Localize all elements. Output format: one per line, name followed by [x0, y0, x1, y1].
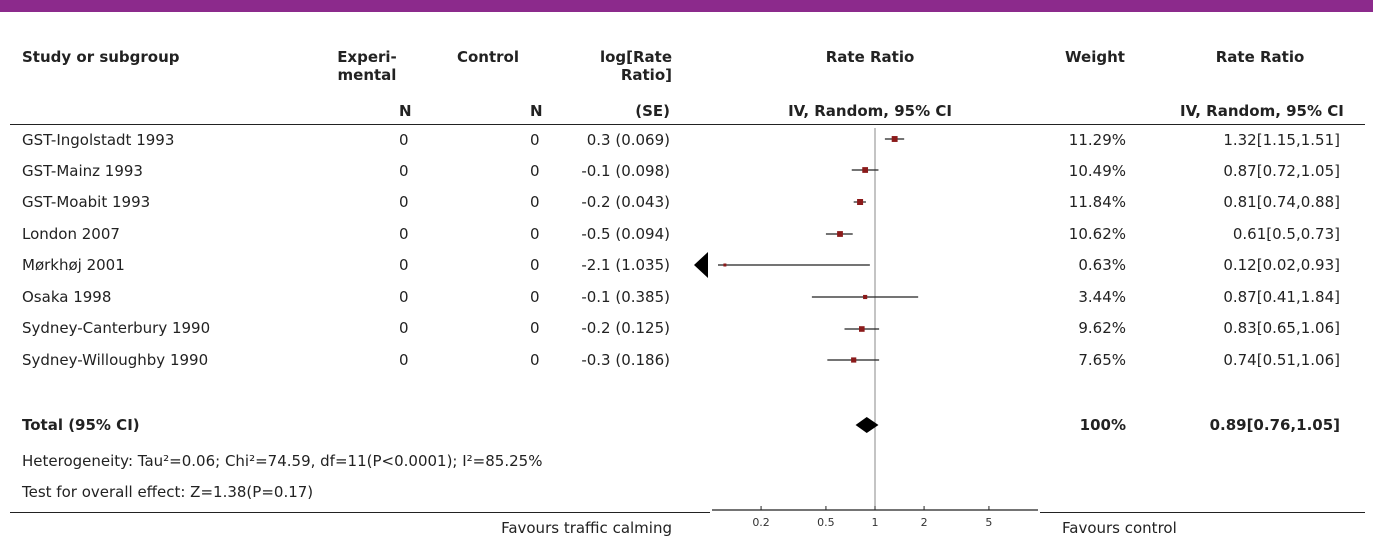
study-ci: 0.87[0.41,1.84]: [1223, 288, 1340, 306]
study-ci: 0.87[0.72,1.05]: [1223, 162, 1340, 180]
study-name: GST-Mainz 1993: [22, 162, 143, 180]
footer-line-left: [10, 512, 710, 513]
study-marker: [837, 231, 843, 237]
ci-arrow-left: [694, 252, 708, 278]
study-name: Sydney-Willoughby 1990: [22, 351, 209, 369]
exp-n: 0: [399, 351, 409, 369]
study-marker: [857, 199, 864, 205]
lograte-se: -0.2 (0.125): [581, 319, 670, 337]
study-name: Sydney-Canterbury 1990: [22, 319, 211, 337]
lograte-se: -0.1 (0.098): [581, 162, 670, 180]
ctl-n: 0: [530, 256, 540, 274]
study-ci: 0.81[0.74,0.88]: [1223, 193, 1340, 211]
study-ci: 0.12[0.02,0.93]: [1223, 256, 1340, 274]
study-ci: 0.83[0.65,1.06]: [1223, 319, 1340, 337]
study-weight: 9.62%: [1078, 319, 1126, 337]
study-marker: [862, 167, 869, 173]
study-weight: 7.65%: [1078, 351, 1126, 369]
lograte-se: -2.1 (1.035): [581, 256, 670, 274]
ctl-n: 0: [530, 288, 540, 306]
header-rate-ratio-plot: Rate Ratio: [825, 48, 915, 66]
lograte-se: 0.3 (0.069): [586, 131, 670, 149]
ctl-n: 0: [530, 131, 540, 149]
ctl-n: 0: [530, 319, 540, 337]
subheader-lograte-se: (SE): [635, 102, 670, 120]
top-accent-bar: [0, 0, 1373, 12]
ctl-n: 0: [530, 193, 540, 211]
exp-n: 0: [399, 288, 409, 306]
ctl-n: 0: [530, 225, 540, 243]
favours-left-label: Favours traffic calming: [501, 519, 672, 537]
header-weight: Weight: [1065, 48, 1125, 66]
study-weight: 3.44%: [1078, 288, 1126, 306]
x-tick-label: 0.5: [817, 516, 835, 529]
header-divider: [10, 124, 1365, 125]
lograte-se: -0.2 (0.043): [581, 193, 670, 211]
study-weight: 10.62%: [1068, 225, 1126, 243]
study-ci: 0.74[0.51,1.06]: [1223, 351, 1340, 369]
ctl-n: 0: [530, 162, 540, 180]
total-ci: 0.89[0.76,1.05]: [1209, 416, 1340, 434]
subheader-plot-method: IV, Random, 95% CI: [788, 102, 952, 120]
exp-n: 0: [399, 256, 409, 274]
heterogeneity-text: Heterogeneity: Tau²=0.06; Chi²=74.59, df…: [22, 452, 543, 470]
study-name: Osaka 1998: [22, 288, 112, 306]
ctl-n: 0: [530, 351, 540, 369]
subheader-exp-n: N: [399, 102, 412, 120]
study-marker: [851, 357, 857, 363]
header-rate-ratio-text: Rate Ratio: [1215, 48, 1305, 66]
total-label: Total (95% CI): [22, 416, 140, 434]
study-marker: [723, 263, 727, 267]
exp-n: 0: [399, 193, 409, 211]
header-experimental: Experi- mental: [337, 48, 397, 84]
exp-n: 0: [399, 225, 409, 243]
total-weight: 100%: [1079, 416, 1126, 434]
lograte-se: -0.5 (0.094): [581, 225, 670, 243]
footer-line-right: [1040, 512, 1365, 513]
lograte-se: -0.1 (0.385): [581, 288, 670, 306]
study-name: GST-Moabit 1993: [22, 193, 151, 211]
study-marker: [863, 294, 868, 300]
subheader-ctl-n: N: [530, 102, 543, 120]
total-diamond: [855, 417, 879, 433]
x-tick-label: 1: [872, 516, 879, 529]
study-marker: [859, 326, 865, 332]
overall-effect-text: Test for overall effect: Z=1.38(P=0.17): [22, 483, 314, 501]
study-name: London 2007: [22, 225, 120, 243]
study-weight: 11.84%: [1068, 193, 1126, 211]
study-ci: 1.32[1.15,1.51]: [1223, 131, 1340, 149]
header-control: Control: [456, 48, 519, 66]
x-tick-label: 5: [985, 516, 992, 529]
subheader-rr-method: IV, Random, 95% CI: [1180, 102, 1344, 120]
x-tick-label: 2: [921, 516, 928, 529]
study-weight: 0.63%: [1078, 256, 1126, 274]
study-name: GST-Ingolstadt 1993: [22, 131, 175, 149]
x-tick-label: 0.2: [752, 516, 770, 529]
exp-n: 0: [399, 131, 409, 149]
favours-right-label: Favours control: [1062, 519, 1177, 537]
header-study: Study or subgroup: [22, 48, 180, 66]
exp-n: 0: [399, 319, 409, 337]
header-lograte: log[Rate Ratio]: [599, 48, 672, 84]
study-weight: 11.29%: [1068, 131, 1126, 149]
exp-n: 0: [399, 162, 409, 180]
study-weight: 10.49%: [1068, 162, 1126, 180]
lograte-se: -0.3 (0.186): [581, 351, 670, 369]
study-ci: 0.61[0.5,0.73]: [1232, 225, 1340, 243]
study-marker: [891, 136, 898, 142]
study-name: Mørkhøj 2001: [22, 256, 125, 274]
